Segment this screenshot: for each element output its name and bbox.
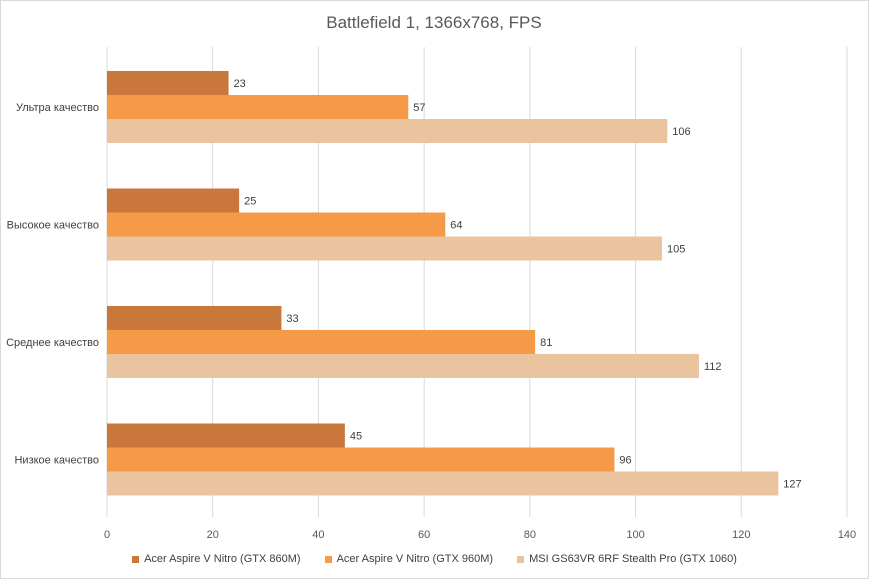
bar	[107, 330, 536, 354]
legend-label: Acer Aspire V Nitro (GTX 860M)	[144, 553, 301, 565]
x-tick-label: 100	[626, 529, 644, 541]
data-label: 81	[540, 337, 552, 349]
chart-title: Battlefield 1, 1366x768, FPS	[326, 13, 541, 32]
category-labels: Ультра качество Высокое качество Среднее к…	[6, 102, 99, 467]
bar	[107, 188, 240, 213]
data-label: 25	[244, 196, 256, 208]
data-label: 23	[234, 78, 246, 90]
x-tick-label: 20	[207, 529, 219, 541]
x-tick-label: 120	[732, 529, 750, 541]
x-tick-label: 40	[312, 529, 324, 541]
legend-item: Acer Aspire V Nitro (GTX 860M)	[132, 553, 301, 565]
bar	[107, 95, 409, 119]
x-tick-label: 140	[838, 529, 856, 541]
legend-swatch	[517, 555, 525, 563]
data-label: 112	[704, 361, 722, 373]
bar	[107, 236, 662, 261]
data-label: 96	[619, 455, 631, 467]
category-label: Низкое качество	[14, 455, 99, 467]
legend-swatch	[324, 555, 332, 563]
bar	[107, 447, 615, 472]
data-label: 45	[350, 431, 362, 443]
x-tick-label: 60	[418, 529, 430, 541]
x-tick-label: 80	[524, 529, 536, 541]
data-label: 33	[286, 313, 298, 325]
legend-swatch	[132, 555, 140, 563]
x-axis-ticks: 0 20 40 60 80 100 120 140	[104, 529, 856, 541]
bar	[107, 423, 345, 448]
legend: Acer Aspire V Nitro (GTX 860M) Acer Aspir…	[1, 553, 868, 565]
data-label: 64	[450, 220, 462, 232]
bar	[107, 71, 229, 95]
bar	[107, 354, 699, 378]
legend-label: MSI GS63VR 6RF Stealth Pro (GTX 1060)	[529, 553, 737, 565]
x-tick-label: 0	[104, 529, 110, 541]
legend-item: MSI GS63VR 6RF Stealth Pro (GTX 1060)	[517, 553, 737, 565]
bar	[107, 471, 779, 496]
category-label: Ультра качество	[16, 102, 99, 114]
bar	[107, 306, 282, 330]
legend-item: Acer Aspire V Nitro (GTX 960M)	[324, 553, 494, 565]
category-label: Высокое качество	[7, 220, 99, 232]
bar	[107, 119, 668, 143]
data-label: 106	[672, 126, 690, 138]
category-label: Среднее качество	[6, 337, 99, 349]
data-label: 127	[783, 479, 801, 491]
bar	[107, 212, 446, 237]
bars	[107, 71, 779, 496]
data-labels: 23 57 106 25 64 105 33 81 112 45 96 127	[234, 78, 802, 491]
data-label: 105	[667, 244, 685, 256]
legend-label: Acer Aspire V Nitro (GTX 960M)	[336, 553, 494, 565]
data-label: 57	[413, 102, 425, 114]
